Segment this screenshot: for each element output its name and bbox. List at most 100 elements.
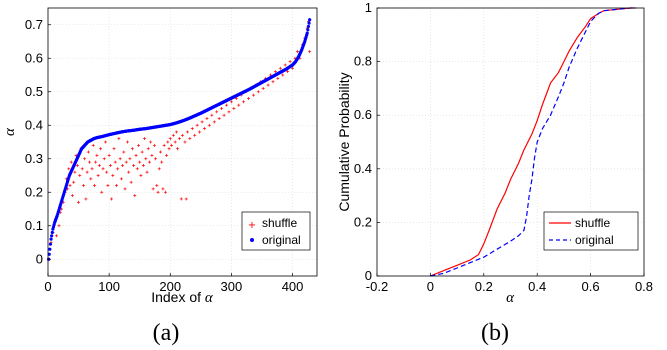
shuffle-point bbox=[177, 137, 181, 141]
shuffle-point bbox=[146, 147, 150, 151]
shuffle-point bbox=[229, 100, 233, 104]
panel-b-legend-original-label: original bbox=[575, 233, 614, 247]
shuffle-point bbox=[162, 143, 166, 147]
original-point bbox=[307, 21, 311, 25]
shuffle-point bbox=[227, 110, 231, 114]
shuffle-point bbox=[147, 160, 151, 164]
shuffle-point bbox=[73, 170, 77, 174]
shuffle-point bbox=[92, 184, 96, 188]
shuffle-point bbox=[111, 174, 115, 177]
shuffle-point bbox=[132, 163, 136, 167]
shuffle-point bbox=[276, 76, 280, 80]
shuffle-point bbox=[183, 140, 187, 144]
shuffle-point bbox=[281, 73, 285, 77]
panel-a-y-tick-label: 0.4 bbox=[25, 117, 43, 132]
shuffle-point bbox=[68, 184, 72, 188]
shuffle-point bbox=[95, 153, 99, 157]
panel-a-x-axis-label: Index of α bbox=[151, 289, 214, 306]
shuffle-point bbox=[123, 187, 127, 191]
shuffle-point bbox=[113, 160, 117, 164]
shuffle-point bbox=[141, 163, 145, 167]
shuffle-point bbox=[80, 167, 84, 171]
shuffle-point bbox=[99, 147, 103, 151]
shuffle-point bbox=[122, 150, 126, 154]
shuffle-point bbox=[81, 184, 85, 188]
shuffle-point bbox=[130, 147, 134, 151]
shuffle-point bbox=[165, 153, 169, 157]
original-point bbox=[305, 31, 309, 35]
panel-b-x-tick-label: 0.2 bbox=[475, 279, 493, 294]
shuffle-point bbox=[237, 103, 241, 107]
shuffle-point bbox=[140, 150, 144, 154]
shuffle-point bbox=[124, 160, 128, 164]
panel-b-x-tick-label: 0.6 bbox=[582, 279, 600, 294]
shuffle-point bbox=[184, 197, 188, 201]
panel-a-y-tick-label: 0 bbox=[36, 251, 43, 266]
shuffle-point bbox=[163, 190, 167, 194]
shuffle-point bbox=[117, 137, 121, 141]
shuffle-point bbox=[152, 143, 156, 147]
shuffle-point bbox=[150, 153, 154, 157]
shuffle-point bbox=[57, 224, 61, 228]
shuffle-point bbox=[110, 197, 114, 201]
shuffle-point bbox=[136, 143, 140, 147]
panel-b-tick-labels: -0.2 0 0.2 0.4 0.6 0.800.20.40.60.81 bbox=[354, 0, 653, 294]
shuffle-point bbox=[283, 63, 287, 67]
shuffle-point bbox=[155, 184, 159, 188]
shuffle-point bbox=[174, 130, 178, 134]
shuffle-point bbox=[295, 50, 299, 54]
panel-a-data-points bbox=[47, 18, 312, 261]
shuffle-point bbox=[222, 113, 226, 117]
panel-b-x-axis-label: α bbox=[506, 290, 515, 306]
panel-a-x-tick-label: 100 bbox=[98, 279, 120, 294]
shuffle-point bbox=[83, 157, 87, 161]
panel-b-y-axis-label: Cumulative Probability bbox=[336, 72, 352, 211]
panel-b-line-chart: -0.2 0 0.2 0.4 0.6 0.800.20.40.60.81 Cumulati… bbox=[336, 0, 653, 346]
shuffle-point bbox=[242, 100, 246, 104]
panel-a-x-tick-label: 400 bbox=[282, 279, 304, 294]
original-point bbox=[49, 237, 53, 241]
shuffle-point bbox=[161, 187, 165, 191]
shuffle-point bbox=[288, 60, 292, 64]
shuffle-point bbox=[127, 170, 131, 174]
shuffle-point bbox=[195, 123, 199, 127]
shuffle-point bbox=[72, 180, 76, 184]
shuffle-point bbox=[198, 130, 202, 134]
shuffle-point bbox=[167, 147, 171, 151]
panel-b-x-tick-label: 0.8 bbox=[635, 279, 653, 294]
panel-b-y-tick-label: 0.2 bbox=[354, 214, 372, 229]
shuffle-point bbox=[217, 117, 221, 121]
original-point bbox=[50, 234, 54, 238]
shuffle-point bbox=[106, 184, 110, 188]
shuffle-point bbox=[261, 86, 265, 90]
panel-a-y-tick-label: 0.1 bbox=[25, 218, 43, 233]
panel-a-axes-box bbox=[47, 7, 318, 277]
shuffle-point bbox=[203, 127, 207, 131]
shuffle-point bbox=[86, 150, 90, 154]
panel-a-y-tick-label: 0.3 bbox=[25, 151, 43, 166]
shuffle-point bbox=[100, 190, 104, 194]
panel-b-x-tick-label: 0 bbox=[427, 279, 434, 294]
shuffle-point bbox=[232, 107, 236, 110]
shuffle-point bbox=[212, 120, 216, 124]
shuffle-point bbox=[94, 160, 98, 164]
shuffle-point bbox=[225, 103, 229, 107]
shuffle-point bbox=[70, 194, 74, 198]
panel-a-x-tick-label: 0 bbox=[44, 279, 51, 294]
shuffle-cdf-line bbox=[430, 7, 636, 277]
shuffle-point bbox=[84, 197, 88, 201]
shuffle-point bbox=[210, 113, 214, 117]
shuffle-point bbox=[185, 130, 189, 134]
panel-b-legend: shuffle original bbox=[543, 211, 639, 251]
shuffle-point bbox=[103, 140, 107, 144]
shuffle-point bbox=[135, 167, 139, 171]
shuffle-point bbox=[205, 117, 209, 121]
panel-a-subfigure-label: (a) bbox=[153, 320, 180, 346]
shuffle-point bbox=[220, 107, 224, 110]
shuffle-point bbox=[256, 90, 260, 94]
shuffle-point bbox=[85, 170, 89, 174]
shuffle-point bbox=[278, 66, 282, 70]
shuffle-point bbox=[101, 167, 105, 171]
shuffle-point bbox=[118, 157, 122, 161]
panel-a-legend-shuffle-label: shuffle bbox=[262, 216, 297, 230]
